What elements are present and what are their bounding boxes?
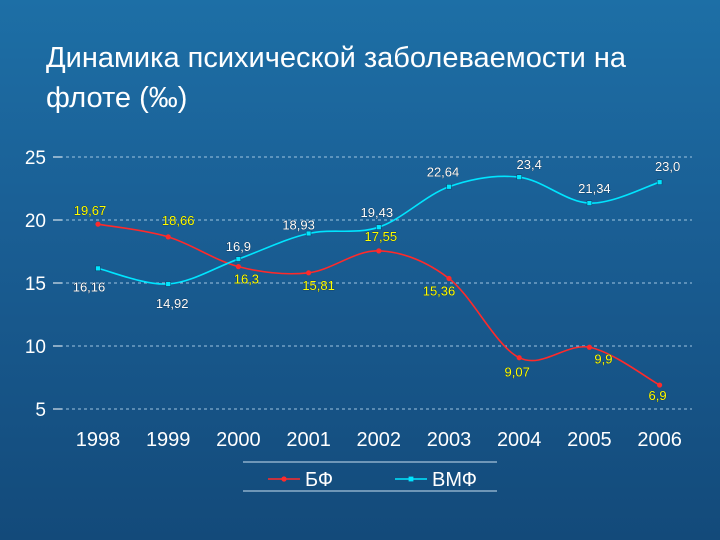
data-point <box>95 265 101 272</box>
data-point <box>586 344 593 350</box>
data-label: 16,3 <box>234 272 259 287</box>
data-label: 18,66 <box>162 213 195 228</box>
data-point <box>516 174 522 180</box>
data-point <box>165 234 171 240</box>
data-point <box>376 224 382 230</box>
legend-marker <box>408 476 414 482</box>
x-tick-label: 1999 <box>146 429 191 451</box>
x-tick-label: 2006 <box>637 429 682 451</box>
data-label: 22,64 <box>427 165 460 180</box>
data-point <box>446 184 452 190</box>
x-tick-label: 2001 <box>286 429 331 451</box>
data-label: 23,4 <box>517 157 542 172</box>
data-label: 15,36 <box>423 283 456 298</box>
data-label: 19,43 <box>361 205 394 220</box>
data-point <box>516 355 522 361</box>
title-line-2: флоте (‰) <box>46 82 188 114</box>
data-label: 16,9 <box>226 239 251 254</box>
data-point <box>235 256 242 262</box>
data-label: 9,07 <box>505 365 530 380</box>
data-point <box>305 230 312 237</box>
series-bf-line <box>97 223 660 386</box>
y-tick-label: 20 <box>25 211 46 232</box>
data-point <box>235 264 241 270</box>
data-label: 17,55 <box>365 229 398 244</box>
data-point <box>95 221 101 227</box>
data-label: 23,0 <box>655 159 680 174</box>
data-point <box>376 248 382 254</box>
legend-marker <box>281 476 287 482</box>
x-tick-label: 2003 <box>427 429 472 451</box>
data-point <box>656 179 663 185</box>
data-point <box>657 382 663 388</box>
y-tick-label: 5 <box>35 400 46 421</box>
y-tick-label: 10 <box>25 337 46 358</box>
y-tick-label: 25 <box>25 148 46 169</box>
legend-label: ВМФ <box>432 469 477 491</box>
legend-label: БФ <box>305 469 333 491</box>
chart-title: Динамика психической заболеваемости на ф… <box>46 38 706 118</box>
data-point <box>586 200 593 206</box>
data-point <box>446 275 452 282</box>
data-label: 16,16 <box>73 279 106 294</box>
data-point <box>165 281 171 287</box>
x-tick-label: 2002 <box>357 429 402 451</box>
data-point <box>306 270 312 276</box>
x-tick-label: 1998 <box>76 429 121 451</box>
data-label: 15,81 <box>302 278 335 293</box>
x-tick-label: 2000 <box>216 429 261 451</box>
data-label: 18,93 <box>282 217 315 232</box>
x-tick-label: 2005 <box>567 429 612 451</box>
x-tick-label: 2004 <box>497 429 542 451</box>
title-line-1: Динамика психической заболеваемости на <box>46 42 627 74</box>
data-label: 9,9 <box>594 351 612 366</box>
data-label: 6,9 <box>649 388 667 403</box>
y-tick-label: 15 <box>25 274 46 295</box>
data-label: 14,92 <box>156 296 189 311</box>
data-label: 21,34 <box>578 181 611 196</box>
data-label: 19,67 <box>74 203 107 218</box>
